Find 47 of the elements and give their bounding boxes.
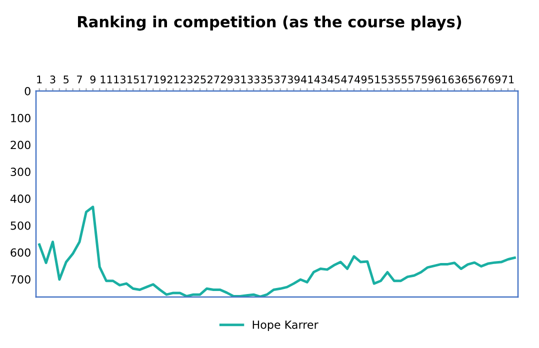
- x-tick-label: 47: [341, 76, 354, 84]
- y-tick-label: 500: [10, 221, 30, 230]
- x-tick-label: 15: [128, 76, 139, 84]
- y-tick-label: 700: [10, 275, 30, 284]
- x-tick-label: 41: [301, 76, 313, 84]
- x-tick-label: 25: [194, 76, 206, 84]
- x-tick-label: 55: [395, 76, 407, 84]
- y-tick-label: 300: [10, 168, 30, 176]
- x-tick-label: 9: [90, 76, 96, 84]
- x-tick-label: 37: [274, 76, 286, 84]
- x-tick-label: 3: [50, 76, 56, 84]
- x-tick-label: 45: [328, 76, 340, 84]
- y-tick-label: 600: [10, 248, 30, 257]
- x-tick-label: 35: [261, 76, 273, 84]
- x-tick-label: 31: [234, 76, 246, 84]
- x-tick-label: 19: [154, 76, 166, 84]
- chart-title: Ranking in competition (as the course plays): [78, 16, 462, 31]
- x-tick-label: 63: [448, 76, 460, 84]
- y-tick-label: 0: [24, 86, 30, 96]
- x-tick-label: 57: [408, 76, 420, 84]
- x-tick-label: 33: [248, 76, 260, 84]
- y-tick-label: 100: [11, 114, 30, 122]
- x-tick-label: 13: [114, 76, 126, 84]
- x-tick-label: 1: [37, 76, 42, 84]
- x-tick-label: 21: [167, 76, 179, 84]
- x-tick-label: 53: [382, 76, 394, 84]
- x-tick-label: 17: [140, 76, 152, 84]
- y-tick-label: 200: [10, 140, 30, 150]
- x-tick-label: 27: [208, 76, 220, 84]
- x-tick-label: 51: [368, 76, 380, 84]
- x-tick-label: 49: [354, 76, 367, 84]
- x-tick-label: 39: [288, 76, 300, 84]
- x-tick-label: 5: [64, 76, 69, 84]
- x-tick-label: 7: [77, 76, 82, 84]
- x-tick-label: 71: [502, 76, 514, 84]
- x-tick-label: 61: [435, 76, 447, 84]
- line-series: [38, 206, 516, 297]
- x-tick-label: 11: [100, 76, 112, 84]
- x-tick-label: 59: [422, 76, 434, 84]
- x-tick-label: 69: [488, 76, 500, 84]
- x-tick-label: 23: [180, 76, 192, 84]
- x-tick-label: 29: [220, 76, 233, 84]
- x-tick-label: 67: [475, 76, 487, 84]
- y-tick-label: 400: [10, 194, 30, 203]
- x-tick-label: 43: [314, 76, 326, 84]
- x-tick-label: 65: [462, 76, 474, 84]
- legend-label: Hope Karrer: [252, 320, 318, 332]
